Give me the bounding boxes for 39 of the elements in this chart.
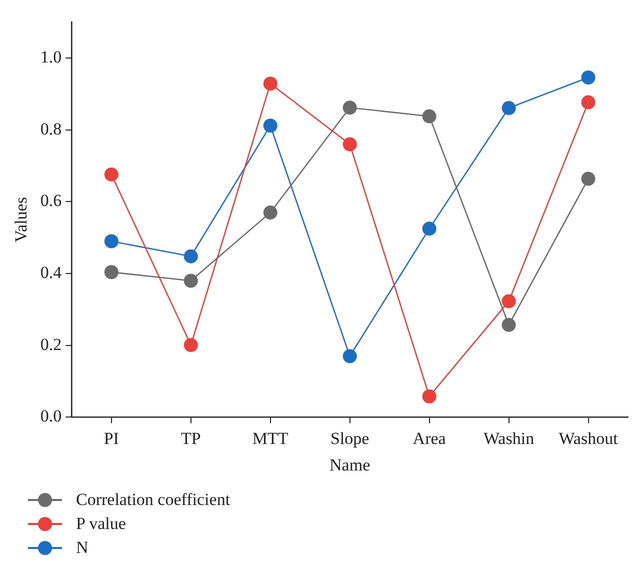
point (581, 95, 596, 110)
point (342, 100, 357, 115)
point (502, 294, 516, 308)
point (104, 167, 118, 182)
point (263, 206, 278, 220)
x-tick-label: Area (412, 428, 446, 448)
x-tick-label: TP (180, 428, 201, 448)
y-tick-label: 0.2 (40, 334, 62, 354)
point (422, 222, 436, 236)
x-tick-label: Washin (483, 428, 535, 448)
point (263, 118, 278, 133)
x-axis-title: Name (330, 455, 370, 474)
y-tick-label: 0.4 (40, 263, 62, 282)
legend-label: Correlation coefficient (76, 490, 230, 510)
point (184, 274, 198, 288)
point (502, 101, 516, 116)
y-tick-label: 0.8 (40, 119, 62, 138)
x-tick-label: Slope (330, 428, 370, 448)
point (184, 338, 198, 352)
point (104, 234, 118, 248)
point (342, 349, 357, 364)
point (263, 76, 278, 91)
point (104, 265, 118, 280)
y-tick-label: 0.6 (40, 191, 62, 210)
point (581, 172, 596, 186)
y-tick-label: 0.0 (40, 406, 62, 426)
y-axis-title: Values (12, 197, 31, 242)
legend-label: P value (76, 514, 126, 534)
point (422, 109, 436, 124)
legend-label: N (76, 538, 88, 558)
point (422, 389, 436, 404)
x-tick-label: MTT (252, 428, 289, 448)
y-tick-label: 1.0 (40, 48, 62, 67)
point (342, 137, 357, 152)
x-tick-label: Washout (558, 428, 618, 448)
x-tick-label: PI (104, 428, 120, 448)
point (184, 249, 198, 264)
point (502, 318, 516, 332)
point (581, 70, 596, 84)
